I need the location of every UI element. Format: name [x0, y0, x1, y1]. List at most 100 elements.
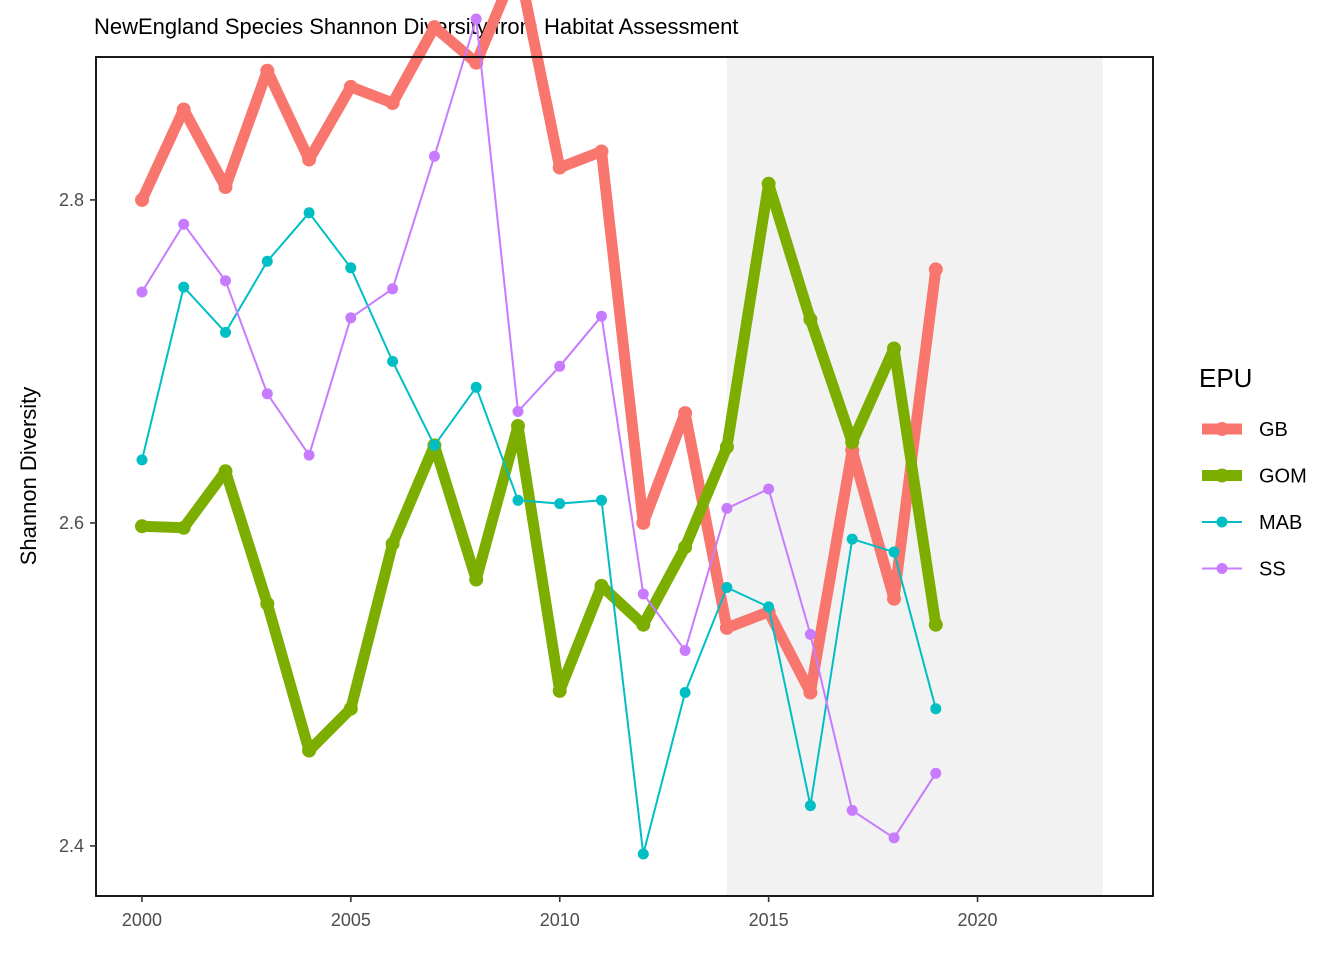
data-point-gom — [511, 419, 525, 433]
x-tick-label: 2020 — [958, 910, 998, 930]
data-point-mab — [136, 454, 148, 466]
data-point-gb — [803, 685, 818, 700]
data-point-gom — [552, 683, 567, 698]
data-point-mab — [763, 601, 775, 613]
data-point-gb — [928, 262, 943, 277]
data-point-mab — [428, 439, 440, 451]
data-point-gom — [343, 701, 358, 716]
data-point-gom — [928, 617, 943, 632]
x-axis: 2000 2005 2010 2015 2020 — [122, 896, 998, 930]
data-point-mab — [637, 848, 649, 860]
legend-key-point — [1216, 516, 1228, 528]
data-point-gb — [594, 144, 609, 159]
data-point-mab — [596, 494, 607, 506]
legend-item-gom: GOM — [1202, 466, 1307, 488]
x-tick-label: 2015 — [749, 910, 789, 930]
series-ss — [136, 13, 942, 844]
data-point-gb — [678, 406, 693, 421]
data-point-gb — [719, 620, 734, 635]
data-point-gom — [260, 596, 275, 611]
data-point-gb — [552, 160, 567, 175]
data-point-mab — [721, 582, 733, 593]
data-point-gb — [385, 96, 400, 110]
x-tick-label: 2000 — [122, 910, 162, 930]
data-point-gom — [636, 617, 651, 632]
data-point-mab — [512, 494, 524, 506]
data-point-ss — [303, 449, 315, 461]
x-tick-label: 2010 — [540, 910, 580, 930]
series-gom — [135, 176, 943, 758]
data-point-gb — [135, 192, 149, 207]
series-gb — [135, 0, 943, 700]
legend: EPU GB GOM MAB SS — [1199, 363, 1307, 581]
x-tick-label: 2005 — [331, 910, 371, 930]
legend-item-mab: MAB — [1202, 512, 1302, 534]
data-point-mab — [846, 533, 858, 545]
data-point-mab — [930, 703, 942, 715]
legend-key-point — [1216, 563, 1228, 574]
data-point-ss — [470, 13, 482, 25]
legend-key-point — [1215, 422, 1229, 436]
data-point-gb — [887, 591, 901, 606]
y-tick-label: 2.4 — [59, 836, 84, 856]
data-point-ss — [554, 360, 566, 372]
legend-key-point — [1215, 468, 1229, 483]
data-point-ss — [846, 804, 858, 816]
series-line-gom — [141, 178, 942, 757]
legend-item-ss: SS — [1202, 559, 1286, 581]
data-point-gom — [176, 520, 191, 535]
legend-label: GB — [1259, 419, 1288, 441]
chart-title: NewEngland Species Shannon Diversity fro… — [94, 14, 738, 39]
data-point-mab — [804, 800, 816, 812]
data-point-ss — [637, 588, 649, 600]
legend-label: GOM — [1259, 466, 1307, 488]
data-point-gom — [135, 519, 149, 534]
legend-title: EPU — [1199, 363, 1252, 393]
data-point-mab — [888, 546, 900, 558]
data-point-gb — [176, 102, 191, 117]
data-point-gb — [302, 152, 317, 167]
data-point-gom — [302, 743, 317, 758]
data-point-gb — [427, 20, 442, 35]
series-layer — [135, 0, 943, 860]
series-line-mab — [141, 211, 937, 855]
data-point-ss — [512, 406, 524, 417]
y-tick-label: 2.6 — [59, 513, 84, 533]
data-point-gom — [594, 578, 609, 593]
data-point-ss — [888, 832, 900, 844]
data-point-ss — [345, 312, 357, 324]
data-point-gom — [845, 435, 860, 450]
legend-item-gb: GB — [1202, 419, 1288, 441]
data-point-gb — [260, 63, 275, 78]
series-line-gb — [137, 0, 942, 698]
y-tick-label: 2.8 — [59, 190, 84, 210]
data-point-mab — [387, 355, 399, 367]
data-point-gom — [678, 540, 693, 555]
data-point-gom — [803, 312, 818, 327]
data-point-gb — [343, 79, 358, 94]
data-point-gom — [719, 440, 734, 454]
data-point-gom — [469, 572, 484, 587]
data-point-gom — [761, 176, 776, 191]
data-point-ss — [596, 310, 607, 322]
legend-label: SS — [1259, 559, 1286, 581]
data-point-ss — [387, 283, 399, 295]
data-point-ss — [930, 767, 942, 779]
data-point-gom — [218, 464, 233, 479]
data-point-ss — [178, 218, 190, 230]
data-point-gb — [218, 180, 233, 194]
series-line-ss — [141, 18, 937, 839]
data-point-mab — [303, 207, 315, 219]
data-point-mab — [178, 281, 190, 293]
data-point-mab — [345, 262, 357, 274]
data-point-ss — [763, 483, 775, 495]
data-point-ss — [220, 275, 231, 287]
data-point-ss — [804, 628, 816, 640]
y-axis: 2.4 2.6 2.8 — [59, 190, 96, 856]
data-point-ss — [261, 388, 273, 400]
data-point-ss — [721, 502, 733, 514]
data-point-gom — [887, 341, 901, 356]
data-point-gom — [385, 536, 400, 551]
plot-panel-border — [95, 56, 1154, 897]
